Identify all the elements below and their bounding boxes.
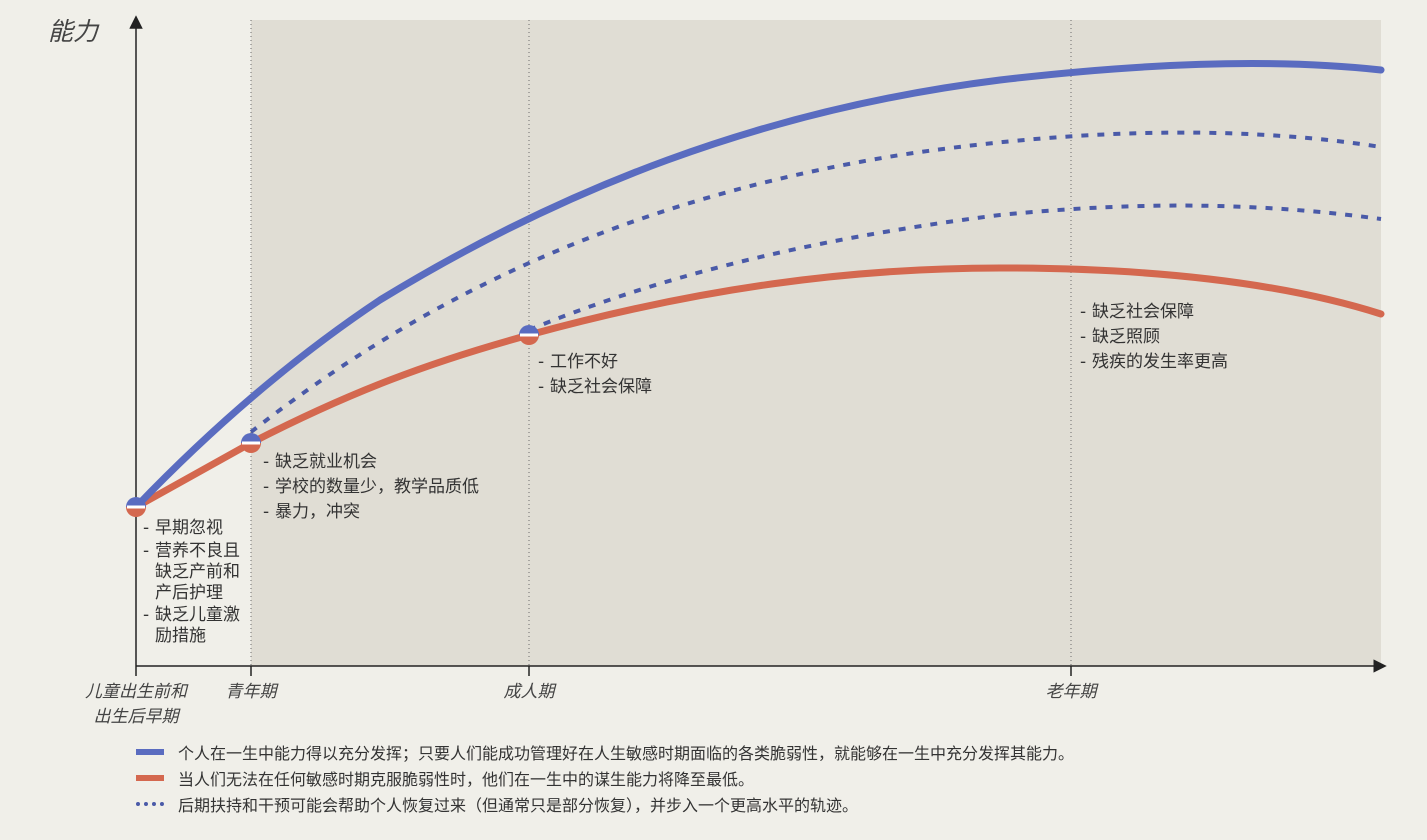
- note-item: 缺乏社会保障: [1080, 300, 1228, 324]
- legend-item-recovery: 后期扶持和干预可能会帮助个人恢复过来（但通常只是部分恢复），并步入一个更高水平的…: [136, 791, 1074, 817]
- notes-youth: 缺乏就业机会 学校的数量少，教学品质低 暴力，冲突: [263, 450, 479, 525]
- minimal-capacity-curve: [132, 264, 1385, 511]
- legend-text: 后期扶持和干预可能会帮助个人恢复过来（但通常只是部分恢复），并步入一个更高水平的…: [178, 796, 859, 815]
- note-item: 早期忽视: [143, 516, 253, 540]
- note-item: 工作不好: [538, 350, 652, 374]
- full-capacity-curve: [132, 59, 1385, 511]
- y-axis-label: 能力: [48, 17, 99, 46]
- notes-elderly: 缺乏社会保障 缺乏照顾 残疾的发生率更高: [1080, 300, 1228, 375]
- note-item: 缺乏儿童激 励措施: [143, 605, 253, 647]
- note-item: 营养不良且 缺乏产前和 产后护理: [143, 541, 253, 604]
- marker-youth: [241, 433, 261, 453]
- legend-text: 个人在一生中能力得以充分发挥；只要人们能成功管理好在人生敏感时期面临的各类脆弱性…: [178, 744, 1075, 763]
- note-item: 学校的数量少，教学品质低: [263, 475, 479, 499]
- notes-birth: 早期忽视 营养不良且 缺乏产前和 产后护理 缺乏儿童激 励措施: [143, 516, 253, 648]
- legend-swatch-minimal: [136, 775, 164, 781]
- stage-label-youth: 青年期: [225, 682, 277, 702]
- legend-text: 当人们无法在任何敏感时期克服脆弱性时，他们在一生中的谋生能力将降至最低。: [178, 770, 755, 789]
- notes-adult: 工作不好 缺乏社会保障: [538, 350, 652, 400]
- stage-label-adult: 成人期: [503, 682, 555, 702]
- note-item: 残疾的发生率更高: [1080, 350, 1228, 374]
- legend-item-minimal: 当人们无法在任何敏感时期克服脆弱性时，他们在一生中的谋生能力将降至最低。: [136, 765, 1074, 791]
- recovery-curve-from-youth: [249, 130, 1382, 434]
- marker-birth: [126, 497, 146, 517]
- note-item: 缺乏就业机会: [263, 450, 479, 474]
- stage-label-elderly: 老年期: [1045, 682, 1097, 702]
- stage-label-birth: 儿童出生前和 出生后早期: [85, 682, 187, 727]
- note-item: 缺乏照顾: [1080, 325, 1228, 349]
- note-item: 暴力，冲突: [263, 500, 479, 524]
- legend: 个人在一生中能力得以充分发挥；只要人们能成功管理好在人生敏感时期面临的各类脆弱性…: [136, 739, 1074, 817]
- legend-item-full: 个人在一生中能力得以充分发挥；只要人们能成功管理好在人生敏感时期面临的各类脆弱性…: [136, 739, 1074, 765]
- note-item: 缺乏社会保障: [538, 375, 652, 399]
- legend-swatch-recovery: [136, 802, 164, 806]
- marker-adult: [519, 325, 539, 345]
- legend-swatch-full: [136, 749, 164, 755]
